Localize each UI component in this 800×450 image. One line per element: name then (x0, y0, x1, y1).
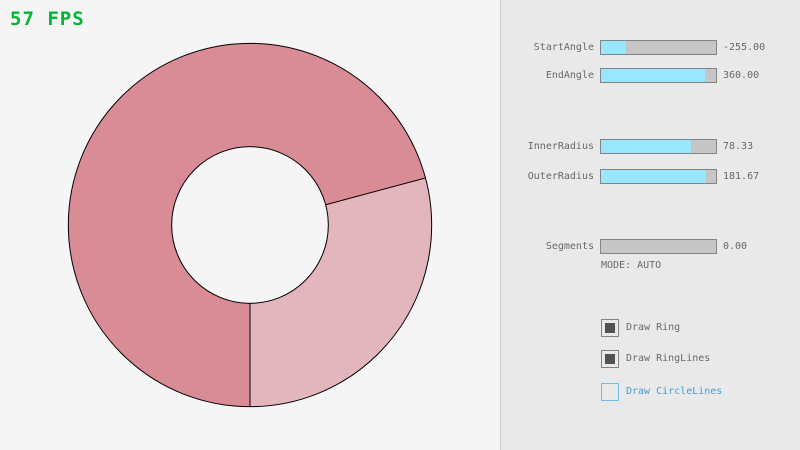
start-angle-label: StartAngle (533, 42, 594, 53)
segments-slider[interactable] (600, 239, 717, 254)
checkmark-icon (605, 354, 615, 364)
end-angle-label: EndAngle (545, 70, 594, 81)
render-canvas: 57 FPS (10, 8, 433, 408)
draw-ring-label: Draw Ring (626, 322, 681, 333)
checkbox-box[interactable] (601, 350, 619, 368)
ring-drawing (67, 42, 433, 408)
outer-radius-value: 181.67 (723, 171, 760, 182)
draw-ringlines-label: Draw RingLines (626, 353, 711, 364)
inner-radius-value: 78.33 (723, 141, 754, 152)
segments-mode-label: MODE: AUTO (601, 260, 662, 271)
fps-counter: 57 FPS (10, 8, 85, 30)
start-angle-slider[interactable] (600, 40, 717, 55)
slider-fill (601, 69, 705, 82)
segments-value: 0.00 (723, 241, 748, 252)
slider-fill (601, 140, 691, 153)
end-angle-row: EndAngle 360.00 (501, 68, 800, 83)
draw-circlelines-label: Draw CircleLines (626, 386, 723, 397)
end-angle-value: 360.00 (723, 70, 760, 81)
start-angle-row: StartAngle -255.00 (501, 40, 800, 55)
slider-fill (601, 170, 706, 183)
inner-radius-slider[interactable] (600, 139, 717, 154)
inner-radius-row: InnerRadius 78.33 (501, 139, 800, 154)
segments-label: Segments (545, 241, 594, 252)
checkmark-icon (605, 323, 615, 333)
outer-radius-slider[interactable] (600, 169, 717, 184)
checkbox-box[interactable] (601, 383, 619, 401)
end-angle-slider[interactable] (600, 68, 717, 83)
start-angle-value: -255.00 (723, 42, 766, 53)
outer-radius-label: OuterRadius (527, 171, 594, 182)
inner-radius-label: InnerRadius (527, 141, 594, 152)
outer-radius-row: OuterRadius 181.67 (501, 169, 800, 184)
slider-fill (601, 41, 627, 54)
control-panel: StartAngle -255.00 EndAngle 360.00 Inner… (500, 0, 800, 450)
segments-row: Segments 0.00 (501, 239, 800, 254)
checkbox-box[interactable] (601, 319, 619, 337)
